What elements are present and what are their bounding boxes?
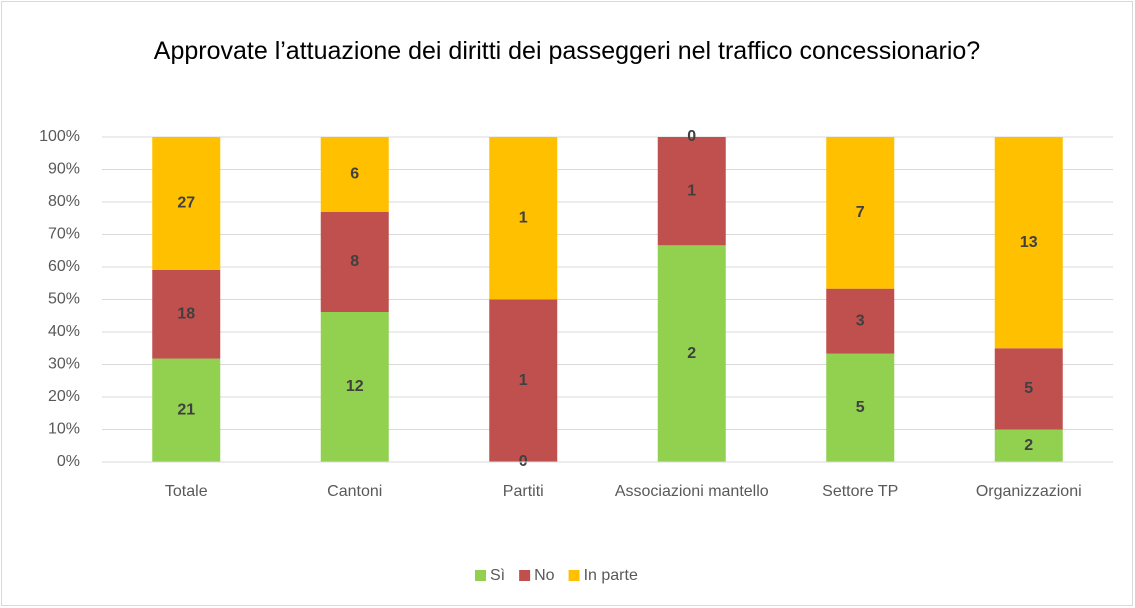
data-label: 0	[687, 128, 696, 145]
data-label: 2	[1024, 437, 1033, 454]
legend-swatch	[568, 570, 580, 581]
y-tick-label: 70%	[48, 226, 80, 243]
data-label: 18	[177, 305, 195, 322]
data-label: 2	[687, 345, 696, 362]
data-label: 12	[346, 378, 364, 395]
bar-segment	[994, 429, 1063, 462]
bar-segment	[994, 137, 1063, 349]
legend-label: Sì	[490, 567, 505, 584]
data-label: 21	[177, 402, 195, 419]
data-label: 27	[177, 195, 195, 212]
legend-swatch	[475, 570, 486, 581]
y-tick-label: 40%	[48, 323, 80, 340]
legend-label: No	[534, 567, 555, 584]
data-label: 5	[1024, 380, 1033, 397]
legend-swatch	[519, 570, 531, 581]
bar-segment	[489, 137, 558, 300]
legend-label: In parte	[584, 567, 638, 584]
x-tick-label: Organizzazioni	[976, 483, 1082, 500]
bar-segment	[826, 288, 895, 354]
chart-title: Approvate l’attuazione dei diritti dei p…	[154, 37, 980, 65]
bar-segment	[320, 312, 389, 462]
y-tick-label: 100%	[39, 128, 80, 145]
data-label: 6	[350, 166, 359, 183]
bar-segment	[489, 299, 558, 462]
x-tick-label: Partiti	[503, 483, 544, 500]
data-label: 1	[519, 372, 528, 389]
y-tick-label: 90%	[48, 161, 80, 178]
x-tick-label: Associazioni mantello	[615, 483, 769, 500]
y-tick-label: 10%	[48, 421, 80, 438]
data-label: 1	[519, 209, 528, 226]
data-label: 5	[856, 399, 865, 416]
y-tick-label: 30%	[48, 356, 80, 373]
data-label: 3	[856, 312, 865, 329]
data-label: 1	[687, 182, 696, 199]
bar-segment	[826, 137, 895, 289]
bar-segment	[657, 137, 726, 246]
bar-segment	[152, 137, 221, 270]
data-label: 13	[1020, 234, 1038, 251]
bar-segment	[320, 137, 389, 212]
x-tick-label: Settore TP	[822, 483, 898, 500]
y-tick-label: 80%	[48, 193, 80, 210]
bar-segment	[152, 269, 221, 359]
y-tick-label: 60%	[48, 258, 80, 275]
bar-segment	[994, 348, 1063, 430]
x-tick-label: Totale	[165, 483, 208, 500]
y-tick-label: 0%	[57, 453, 80, 470]
x-tick-label: Cantoni	[327, 483, 382, 500]
data-label: 8	[350, 253, 359, 270]
bar-segment	[152, 358, 221, 462]
bar-segment	[320, 212, 389, 312]
bar-segment	[826, 353, 895, 462]
y-tick-label: 50%	[48, 291, 80, 308]
data-label: 7	[856, 204, 865, 221]
y-tick-label: 20%	[48, 388, 80, 405]
bar-segment	[657, 245, 726, 462]
